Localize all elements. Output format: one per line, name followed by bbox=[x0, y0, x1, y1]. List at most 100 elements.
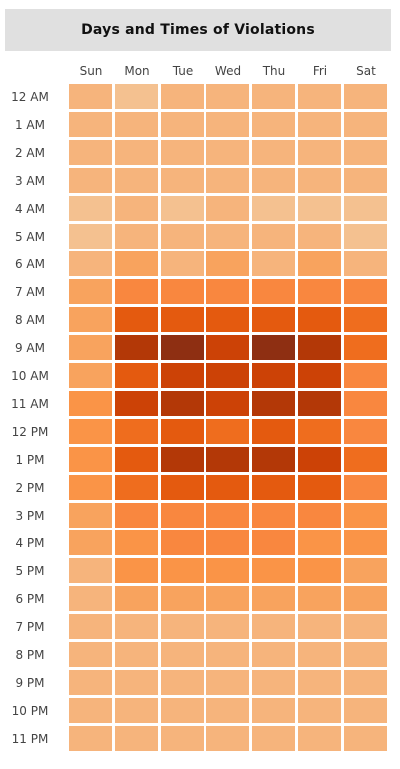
heatmap-cell bbox=[69, 363, 112, 388]
heatmap-cell bbox=[115, 558, 158, 583]
heatmap-cell bbox=[115, 363, 158, 388]
heatmap-cell bbox=[69, 558, 112, 583]
heatmap-cell bbox=[206, 335, 249, 360]
heatmap-cell bbox=[252, 168, 295, 193]
heatmap-cell bbox=[69, 586, 112, 611]
heatmap-cell bbox=[206, 447, 249, 472]
heatmap-cell bbox=[206, 168, 249, 193]
heatmap-cell bbox=[69, 447, 112, 472]
hour-label: 5 PM bbox=[15, 564, 45, 578]
hour-label: 10 AM bbox=[11, 369, 49, 383]
heatmap-cell bbox=[206, 196, 249, 221]
hour-label: 2 AM bbox=[14, 146, 45, 160]
heatmap-cell bbox=[344, 503, 387, 528]
heatmap-cell bbox=[298, 84, 341, 109]
heatmap-cell bbox=[206, 84, 249, 109]
hour-label: 5 AM bbox=[14, 230, 45, 244]
heatmap-cell bbox=[161, 335, 204, 360]
day-label-fri: Fri bbox=[312, 64, 328, 78]
heatmap-cell bbox=[344, 391, 387, 416]
heatmap-cell bbox=[298, 168, 341, 193]
heatmap-cell bbox=[69, 224, 112, 249]
heatmap-cell bbox=[252, 140, 295, 165]
heatmap-cell bbox=[115, 503, 158, 528]
heatmap-cell bbox=[161, 307, 204, 332]
heatmap-cell bbox=[161, 84, 204, 109]
heatmap-cell bbox=[69, 391, 112, 416]
heatmap-cell bbox=[206, 224, 249, 249]
heatmap-cell bbox=[161, 698, 204, 723]
heatmap-cell bbox=[115, 475, 158, 500]
hour-label: 2 PM bbox=[15, 481, 45, 495]
heatmap-cell bbox=[252, 670, 295, 695]
heatmap-cell bbox=[206, 419, 249, 444]
heatmap-cell bbox=[115, 530, 158, 555]
heatmap-cell bbox=[69, 419, 112, 444]
heatmap-cell bbox=[344, 670, 387, 695]
heatmap-cell bbox=[115, 112, 158, 137]
heatmap-cell bbox=[206, 363, 249, 388]
heatmap-cell bbox=[206, 251, 249, 276]
heatmap-cell bbox=[344, 168, 387, 193]
heatmap-cell bbox=[161, 475, 204, 500]
heatmap-cell bbox=[115, 391, 158, 416]
hour-label: 6 AM bbox=[14, 257, 45, 271]
heatmap-cell bbox=[344, 363, 387, 388]
heatmap-cell bbox=[161, 168, 204, 193]
heatmap-cell bbox=[161, 224, 204, 249]
heatmap-cell bbox=[298, 642, 341, 667]
heatmap-cell bbox=[252, 698, 295, 723]
heatmap-cell bbox=[69, 140, 112, 165]
heatmap-cell bbox=[344, 642, 387, 667]
heatmap-cell bbox=[344, 84, 387, 109]
heatmap-cell bbox=[344, 335, 387, 360]
day-label-tue: Tue bbox=[172, 64, 194, 78]
heatmap-cell bbox=[344, 140, 387, 165]
heatmap-cell bbox=[252, 196, 295, 221]
hour-label: 3 AM bbox=[14, 174, 45, 188]
heatmap-cell bbox=[161, 586, 204, 611]
heatmap-cell bbox=[69, 503, 112, 528]
heatmap-cell bbox=[206, 670, 249, 695]
heatmap-cell bbox=[344, 530, 387, 555]
heatmap-cell bbox=[298, 251, 341, 276]
heatmap-cell bbox=[298, 530, 341, 555]
heatmap-cell bbox=[115, 279, 158, 304]
hour-label: 8 PM bbox=[15, 648, 45, 662]
heatmap-cell bbox=[344, 447, 387, 472]
heatmap-cell bbox=[161, 391, 204, 416]
heatmap-cell bbox=[298, 224, 341, 249]
heatmap-cell bbox=[115, 251, 158, 276]
hour-label: 7 AM bbox=[14, 285, 45, 299]
heatmap-cell bbox=[161, 670, 204, 695]
heatmap-cell bbox=[206, 475, 249, 500]
heatmap-cell bbox=[252, 419, 295, 444]
heatmap-cell bbox=[252, 586, 295, 611]
heatmap-cell bbox=[252, 558, 295, 583]
heatmap-cell bbox=[161, 363, 204, 388]
heatmap-cell bbox=[161, 140, 204, 165]
heatmap-cell bbox=[298, 140, 341, 165]
heatmap-cell bbox=[206, 307, 249, 332]
heatmap-cell bbox=[252, 614, 295, 639]
heatmap-cell bbox=[69, 530, 112, 555]
chart-title: Days and Times of Violations bbox=[81, 22, 315, 38]
heatmap-cell bbox=[161, 279, 204, 304]
heatmap-cell bbox=[206, 614, 249, 639]
heatmap-cell bbox=[206, 586, 249, 611]
heatmap-cell bbox=[298, 279, 341, 304]
heatmap-cell bbox=[115, 168, 158, 193]
heatmap-cell bbox=[69, 614, 112, 639]
heatmap-cell bbox=[298, 503, 341, 528]
heatmap-cell bbox=[206, 112, 249, 137]
heatmap-cell bbox=[69, 279, 112, 304]
heatmap-cell bbox=[161, 112, 204, 137]
heatmap-cell bbox=[69, 112, 112, 137]
heatmap-cell bbox=[298, 475, 341, 500]
heatmap-cell bbox=[298, 391, 341, 416]
heatmap-cell bbox=[69, 475, 112, 500]
heatmap-cell bbox=[298, 447, 341, 472]
heatmap-cell bbox=[298, 558, 341, 583]
heatmap-cell bbox=[115, 698, 158, 723]
heatmap-cell bbox=[161, 642, 204, 667]
